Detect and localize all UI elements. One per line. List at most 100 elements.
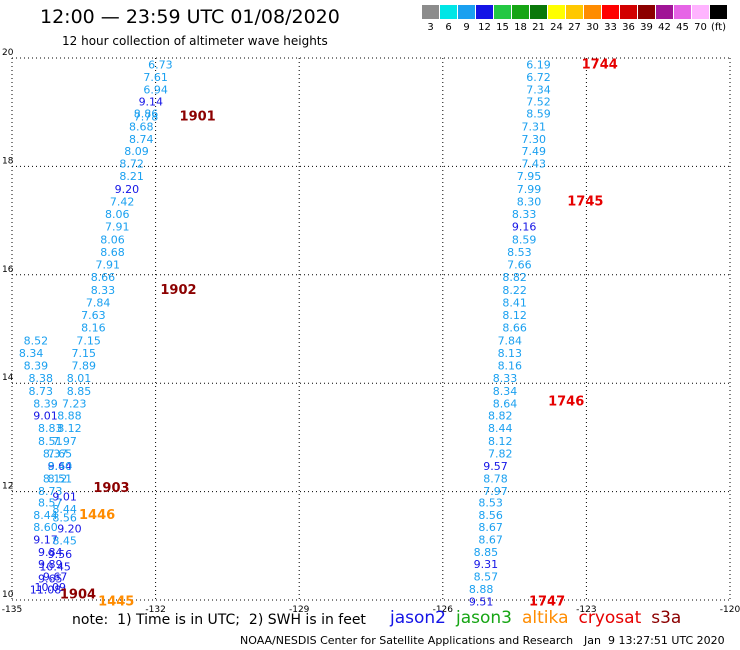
legend-label: 36 [622, 22, 635, 33]
footer-note: note: 1) Time is in UTC; 2) SWH is in fe… [72, 612, 366, 628]
wave-height-label: 8.53 [478, 496, 503, 509]
legend-swatch [638, 5, 655, 19]
legend-swatch [440, 5, 457, 19]
legend-label: 24 [550, 22, 563, 33]
legend-swatch [422, 5, 439, 19]
wave-height-label: 9.20 [115, 183, 140, 196]
wave-height-label: 9.64 [48, 460, 73, 473]
wave-height-label: 11.08 [30, 584, 62, 597]
x-tick-label: -120 [720, 605, 740, 615]
wave-height-label: 8.21 [119, 170, 144, 183]
wave-height-label: 8.56 [52, 512, 77, 525]
legend-label: 70 [694, 22, 707, 33]
wave-height-label: 7.15 [76, 334, 101, 347]
wave-height-label: 7.91 [95, 259, 120, 272]
x-tick-label: -135 [2, 605, 22, 615]
legend-label: 39 [640, 22, 653, 33]
wave-height-label: 6.72 [526, 71, 551, 84]
y-tick-label: 10 [2, 590, 14, 600]
wave-height-label: 8.59 [526, 107, 551, 120]
time-annotation: 1747 [529, 595, 565, 610]
satellite-name: cryosat [578, 608, 642, 628]
wave-height-label: 8.45 [52, 534, 77, 547]
wave-height-label: 7.42 [110, 196, 135, 209]
wave-height-label: 8.51 [38, 435, 63, 448]
wave-height-label: 9.01 [52, 490, 77, 503]
legend-swatch [476, 5, 493, 19]
legend-label: 12 [478, 22, 491, 33]
wave-height-label: 7.52 [526, 95, 551, 108]
wave-height-label: 8.44 [52, 503, 77, 516]
wave-height-label: 7.23 [62, 397, 87, 410]
y-tick-label: 16 [2, 265, 14, 275]
satellite-name: s3a [651, 608, 682, 628]
time-annotation: 1744 [582, 58, 618, 73]
wave-height-label: 6.19 [526, 59, 551, 72]
wave-height-label: 7.99 [517, 183, 542, 196]
wave-height-label: 8.22 [502, 284, 527, 297]
y-tick-label: 14 [2, 373, 14, 383]
wave-height-label: 8.67 [478, 521, 503, 534]
wave-height-label: 8.01 [67, 372, 92, 385]
wave-height-label: 8.44 [33, 509, 58, 522]
wave-height-label: 8.82 [502, 271, 527, 284]
legend-swatch [494, 5, 511, 19]
wave-height-label: 9.51 [469, 596, 494, 609]
legend-label: 9 [463, 22, 470, 33]
wave-height-label: 9.17 [33, 533, 58, 546]
wave-height-label: 7.30 [521, 133, 546, 146]
x-tick-label: -126 [433, 605, 454, 615]
wave-height-label: 8.09 [124, 145, 149, 158]
y-tick-label: 20 [2, 48, 14, 58]
wave-height-label: 8.74 [129, 133, 154, 146]
wave-height-label: 8.56 [478, 509, 503, 522]
wave-height-label: 8.16 [498, 359, 523, 372]
wave-height-label: 9.57 [483, 460, 508, 473]
wave-height-label: 8.73 [38, 485, 63, 498]
wave-height-label: 6.73 [148, 59, 173, 72]
x-tick-label: -132 [145, 605, 165, 615]
time-annotation: 1746 [548, 395, 584, 410]
wave-height-label: 7.84 [86, 296, 111, 309]
time-annotation: 1901 [180, 110, 216, 125]
time-annotation: 1446 [79, 508, 115, 523]
wave-height-label: 8.33 [91, 284, 116, 297]
wave-height-label: 7.97 [483, 485, 508, 498]
wave-height-label: 8.40 [48, 460, 73, 473]
legend-label: 45 [676, 22, 689, 33]
legend-swatch [602, 5, 619, 19]
wave-height-label: 8.34 [493, 385, 518, 398]
wave-height-label: 7.43 [521, 158, 546, 171]
legend-swatch [620, 5, 637, 19]
wave-height-label: 8.12 [43, 473, 68, 486]
time-annotation: 1745 [567, 195, 603, 210]
legend-swatch [512, 5, 529, 19]
wave-height-label: 9.01 [33, 410, 58, 423]
timestamp-text: Jan 9 13:27:51 UTC 2020 [584, 634, 725, 647]
wave-height-label: 8.51 [48, 473, 73, 486]
wave-height-label: 8.67 [478, 533, 503, 546]
satellite-name: jason2 [390, 608, 446, 628]
legend-swatch [692, 5, 709, 19]
wave-height-label: 8.64 [493, 397, 518, 410]
wave-height-label: 7.63 [81, 309, 106, 322]
wave-height-label: 8.66 [91, 271, 116, 284]
wave-height-label: 8.34 [19, 347, 44, 360]
x-tick-label: -123 [576, 605, 596, 615]
wave-height-label: 9.14 [139, 95, 164, 108]
wave-height-label: 6.94 [143, 83, 168, 96]
time-annotation: 1903 [93, 481, 129, 496]
time-annotation: 1445 [98, 595, 134, 610]
wave-height-label: 7.34 [526, 83, 551, 96]
legend-label: 33 [604, 22, 617, 33]
wave-height-label: 8.86 [134, 107, 159, 120]
wave-height-label: 9.84 [38, 546, 63, 559]
wave-height-label: 8.52 [24, 334, 49, 347]
credit-text: NOAA/NESDIS Center for Satellite Applica… [240, 634, 574, 647]
wave-height-label: 7.84 [498, 334, 523, 347]
wave-height-label: 8.83 [38, 422, 63, 435]
legend-swatch [566, 5, 583, 19]
legend-swatch [656, 5, 673, 19]
wave-height-label: 7.89 [72, 359, 97, 372]
wave-height-label: 9.65 [38, 572, 63, 585]
